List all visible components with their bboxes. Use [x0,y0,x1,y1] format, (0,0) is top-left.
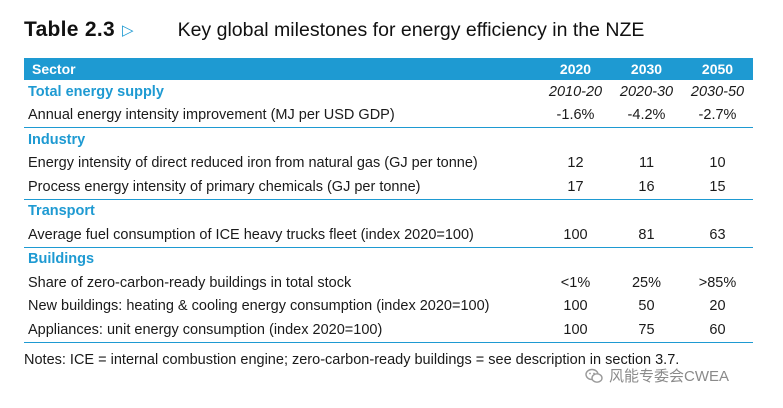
cell-2030: 16 [638,178,655,195]
row-label: Annual energy intensity improvement (MJ … [28,107,395,124]
header-year-2020: 2020 [559,61,592,77]
table-header-row: Sector 2020 2030 2050 [24,58,753,80]
cell-2050: 63 [709,226,726,243]
header-sector: Sector [32,61,76,77]
table-number: Table 2.3 [24,18,116,41]
cell-2030: 81 [638,226,655,243]
section-title: Total energy supply [28,83,164,100]
table-row: Process energy intensity of primary chem… [24,175,753,199]
cell-2050: 20 [709,298,726,315]
table-row: Share of zero-carbon-ready buildings in … [24,271,753,295]
cell-2050: >85% [698,274,737,291]
cell-2050: 60 [709,321,726,338]
table-row: Annual energy intensity improvement (MJ … [24,104,753,128]
section-title: Industry [28,131,86,148]
row-label: Appliances: unit energy consumption (ind… [28,321,383,338]
cell-2050: 15 [709,178,726,195]
header-year-2030: 2030 [630,61,663,77]
cell-2050: -2.7% [698,107,737,124]
cell-2030: -4.2% [627,107,666,124]
section-row-transport: Transport [24,198,753,224]
section-row-buildings: Buildings [24,246,753,272]
cell-2030: 11 [638,155,655,172]
cell-2030: 25% [631,274,662,291]
table-row: Appliances: unit energy consumption (ind… [24,318,753,343]
table-title: Table 2.3 ▷ Key global milestones for en… [24,14,644,46]
period-label: 2030-50 [690,83,745,100]
period-label: 2010-20 [548,83,603,100]
cell-2020: 100 [563,298,588,315]
cell-2020: 100 [563,226,588,243]
watermark: 风能专委会CWEA [585,365,729,386]
milestones-table: Sector 2020 2030 2050 Total energy suppl… [24,58,753,343]
table-row: Energy intensity of direct reduced iron … [24,152,753,176]
cell-2020: 17 [567,178,584,195]
cell-2050: 10 [709,155,726,172]
cell-2030: 50 [638,298,655,315]
row-label: Energy intensity of direct reduced iron … [28,155,478,172]
section-row-industry: Industry [24,127,753,152]
table-title-text: Key global milestones for energy efficie… [177,18,645,41]
play-arrow-icon: ▷ [122,22,134,39]
row-label: Process energy intensity of primary chem… [28,178,421,195]
cell-2020: 12 [567,155,584,172]
row-label: New buildings: heating & cooling energy … [28,298,490,315]
table-row: New buildings: heating & cooling energy … [24,295,753,319]
section-row-total-energy-supply: Total energy supply 2010-20 2020-30 2030… [24,80,753,104]
cell-2020: -1.6% [556,107,595,124]
header-year-2050: 2050 [701,61,734,77]
cell-2020: <1% [560,274,591,291]
section-title: Buildings [28,251,95,268]
table-row: Average fuel consumption of ICE heavy tr… [24,223,753,247]
period-label: 2020-30 [619,83,674,100]
cell-2020: 100 [563,321,588,338]
section-title: Transport [28,203,95,220]
watermark-text: 风能专委会CWEA [609,368,730,385]
cell-2030: 75 [638,321,655,338]
table-notes: Notes: ICE = internal combustion engine;… [24,352,680,368]
wechat-icon [585,368,603,383]
row-label: Average fuel consumption of ICE heavy tr… [28,226,474,243]
row-label: Share of zero-carbon-ready buildings in … [28,274,352,291]
